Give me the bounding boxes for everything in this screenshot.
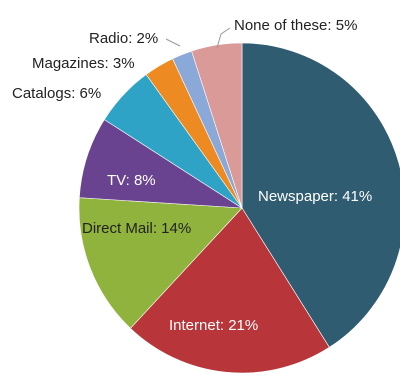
slice-label-newspaper: Newspaper: 41% [258,188,372,205]
slice-label-catalogs: Catalogs: 6% [12,85,101,102]
slice-label-radio: Radio: 2% [89,30,158,47]
slice-label-direct-mail: Direct Mail: 14% [82,220,191,237]
slice-label-tv: TV: 8% [107,172,156,189]
pie-slice-newspaper [241,42,400,348]
slice-label-magazines: Magazines: 3% [32,55,135,72]
leader-line-radio [165,38,181,47]
leader-line-none-of-these [216,27,231,49]
slice-label-none-of-these: None of these: 5% [234,17,357,34]
pie-slices [78,42,400,373]
leader-lines [165,27,231,49]
pie-slice-direct-mail [78,197,243,329]
slice-labels: Newspaper: 41% Internet: 21% Direct Mail: … [12,17,372,334]
pie-slice-internet [129,207,330,373]
pie-slice-none-of-these [191,42,243,209]
slice-label-internet: Internet: 21% [169,317,258,334]
